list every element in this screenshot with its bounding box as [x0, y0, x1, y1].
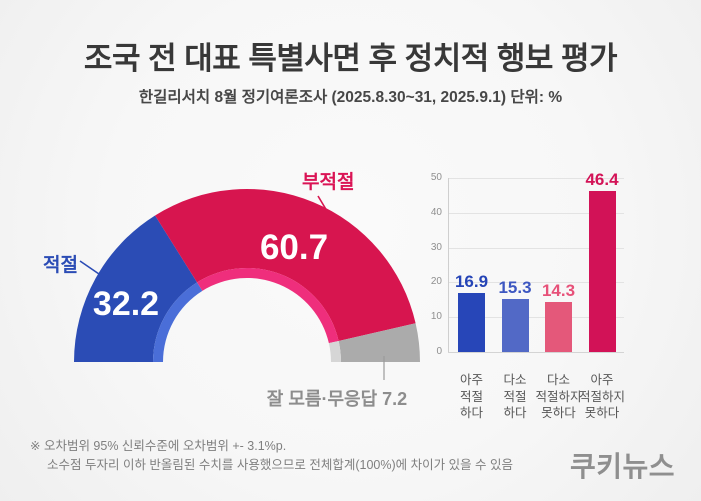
footnote: ※ 오차범위 95% 신뢰수준에 오차범위 +- 3.1%p. 소수점 두자리 … [30, 437, 550, 476]
donut-segment [74, 215, 198, 362]
publisher-logo: 쿠키뉴스 [570, 451, 676, 482]
donut-segment-rim [328, 340, 341, 362]
gridline [448, 247, 624, 249]
donut-value-inappropriate: 60.7 [259, 228, 329, 267]
bar [458, 293, 485, 352]
x-axis-category-label: 아주 적절 하다 [459, 373, 483, 420]
donut-label-appropriate: 적절 [43, 255, 78, 276]
y-axis-tick-label: 10 [430, 311, 442, 323]
y-axis-line [448, 178, 449, 352]
gridline [448, 212, 624, 214]
leader-line-appropriate [79, 260, 100, 275]
x-axis-category-label: 다소 적절 하다 [503, 373, 527, 420]
gridline [448, 317, 624, 319]
bar [588, 190, 616, 352]
donut-segment [338, 323, 420, 362]
bar-value-label: 15.3 [498, 277, 532, 297]
gridline [448, 352, 624, 353]
semi-donut-chart [74, 189, 420, 380]
footnote-line-1: ※ 오차범위 95% 신뢰수준에 오차범위 +- 3.1%p. [30, 439, 287, 453]
bar-value-label: 46.4 [585, 169, 619, 189]
page-title: 조국 전 대표 특별사면 후 정치적 행보 평가 [83, 41, 618, 76]
gridline [448, 178, 624, 179]
unknown-value: 7.2 [382, 389, 408, 409]
bar-value-label: 16.9 [454, 272, 489, 292]
gridline [448, 282, 624, 284]
donut-segment-rim [197, 268, 339, 344]
leader-line-inappropriate [317, 195, 331, 217]
donut-segment-rim [153, 282, 203, 362]
x-axis-category-label: 아주 적절하지 못하다 [578, 373, 625, 420]
donut-value-appropriate: 32.2 [92, 285, 160, 323]
bar [545, 302, 572, 352]
bar-chart: 0 10 20 30 40 50 16.9 아주 적절 하다 15.3 다소 적절 하다 14.3 다… [431, 170, 625, 420]
y-axis-tick-label: 50 [430, 172, 442, 183]
bar-value-label: 14.3 [541, 281, 576, 301]
footnote-line-2: 소수점 두자리 이하 반올림된 수치를 사용했으므로 전체합계(100%)에 차… [47, 458, 514, 473]
y-axis-tick-label: 20 [430, 276, 442, 288]
y-axis-tick-label: 30 [430, 241, 442, 253]
donut-segments [74, 189, 420, 362]
donut-label-inappropriate: 부적절 [302, 172, 355, 193]
x-axis-category-label: 다소 적절하지 못하다 [535, 373, 582, 420]
bar [501, 298, 529, 352]
y-axis-tick-label: 40 [430, 206, 442, 218]
unknown-label-text: 잘 모름·무응답 [266, 389, 378, 409]
page-subtitle: 한길리서치 8월 정기여론조사 (2025.8.30~31, 2025.9.1)… [138, 89, 563, 106]
donut-label-unknown: 잘 모름·무응답 7.2 [237, 385, 437, 411]
donut-segment [155, 189, 416, 341]
y-axis-tick-label: 0 [436, 346, 442, 357]
